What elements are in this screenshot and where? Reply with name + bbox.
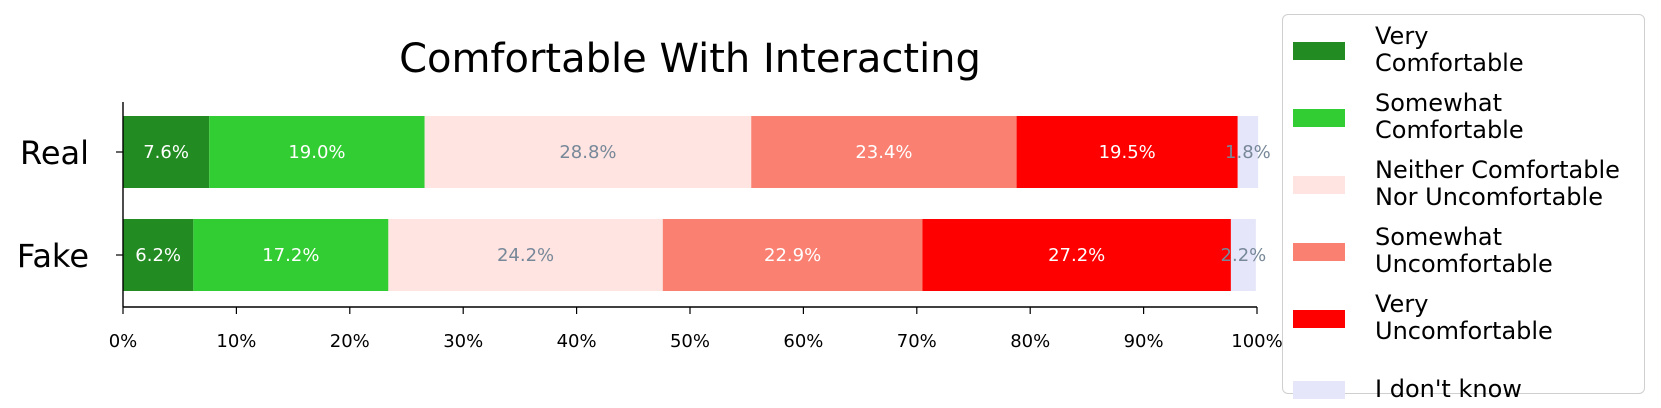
x-tick-label: 40%: [557, 331, 597, 352]
legend-label: Very Uncomfortable: [1375, 290, 1553, 345]
x-tick-label: 60%: [783, 331, 823, 352]
data-label: 28.8%: [559, 142, 616, 163]
legend-label: I don't know: [1375, 375, 1522, 403]
x-tick-label: 90%: [1124, 331, 1164, 352]
bar-segment: [1016, 116, 1238, 188]
x-tick-label: 80%: [1010, 331, 1050, 352]
y-tick-label: Real: [20, 134, 89, 172]
x-tick-label: 30%: [443, 331, 483, 352]
legend-label: Neither Comfortable Nor Uncomfortable: [1375, 156, 1620, 211]
bar-segment: [123, 219, 194, 291]
legend-swatch: [1293, 109, 1345, 127]
x-tick-label: 10%: [216, 331, 256, 352]
legend-label: Very Comfortable: [1375, 22, 1524, 77]
data-label: 19.5%: [1099, 142, 1156, 163]
x-tick-label: 0%: [109, 331, 138, 352]
legend-label: Somewhat Comfortable: [1375, 89, 1524, 144]
data-label: 27.2%: [1048, 245, 1105, 266]
data-label: 22.9%: [764, 245, 821, 266]
bar-segment: [388, 219, 663, 291]
bar-segment: [123, 116, 210, 188]
legend-swatch: [1293, 243, 1345, 261]
x-tick-label: 20%: [330, 331, 370, 352]
bar-segment: [751, 116, 1017, 188]
data-label: 17.2%: [262, 245, 319, 266]
bar-segment: [193, 219, 389, 291]
data-label: 6.2%: [135, 245, 181, 266]
bar-segment: [424, 116, 752, 188]
data-label: 19.0%: [288, 142, 345, 163]
data-label: 1.8%: [1225, 142, 1271, 163]
chart-title: Comfortable With Interacting: [399, 36, 981, 82]
legend-swatch: [1293, 42, 1345, 60]
legend: Very Comfortable Somewhat Comfortable Neit…: [1282, 14, 1645, 403]
bar-segment: [662, 219, 923, 291]
y-tick-label: Fake: [17, 237, 89, 275]
data-label: 7.6%: [143, 142, 189, 163]
x-tick-label: 100%: [1231, 331, 1282, 352]
data-label: 2.2%: [1221, 245, 1267, 266]
legend-swatch: [1293, 310, 1345, 328]
x-tick-label: 50%: [670, 331, 710, 352]
bar-segment: [1230, 219, 1256, 291]
legend-label: Somewhat Uncomfortable: [1375, 223, 1553, 278]
bar-segment: [209, 116, 425, 188]
legend-swatch: [1293, 381, 1345, 399]
data-label: 23.4%: [855, 142, 912, 163]
axes-group: Real Fake 0% 10% 20% 30% 40% 50% 60% 70% 80% 90% 100…: [17, 102, 1283, 352]
x-tick-label: 70%: [897, 331, 937, 352]
bars-group: 7.6% 19.0% 28.8% 23.4% 19.5% 1.8% 6.2% 17.2% 24.…: [123, 116, 1271, 291]
legend-swatch: [1293, 176, 1345, 194]
data-label: 24.2%: [497, 245, 554, 266]
bar-segment: [1237, 116, 1259, 188]
bar-segment: [922, 219, 1231, 291]
